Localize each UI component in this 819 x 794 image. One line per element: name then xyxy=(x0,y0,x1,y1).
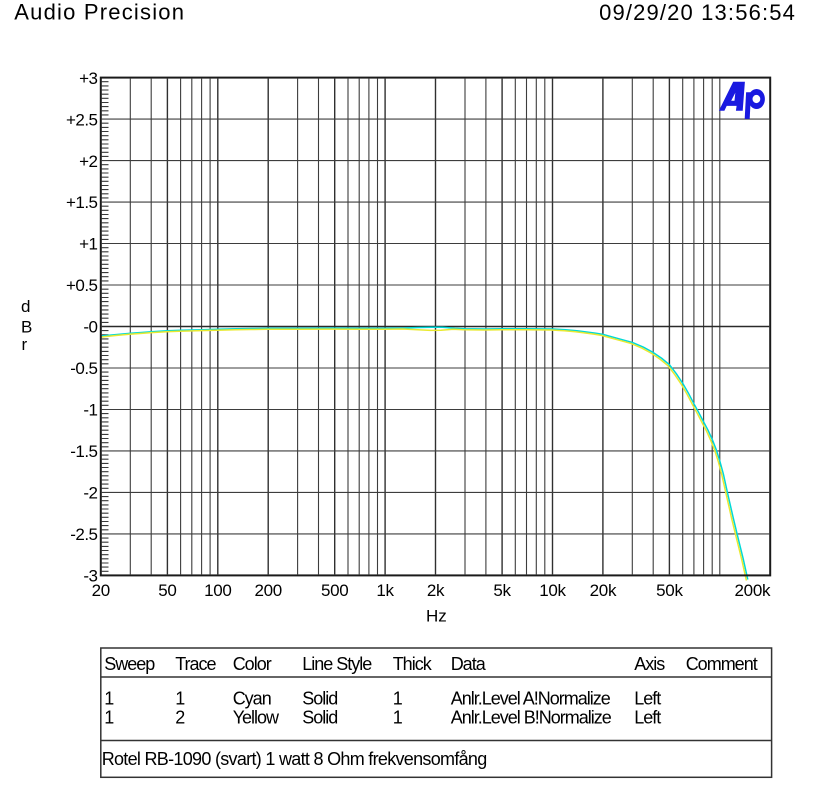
svg-text:Comment: Comment xyxy=(686,654,758,674)
svg-text:1k: 1k xyxy=(376,581,394,600)
svg-text:Solid: Solid xyxy=(302,708,337,728)
svg-text:2: 2 xyxy=(175,708,185,728)
svg-text:20: 20 xyxy=(92,581,110,600)
svg-text:09/29/20 13:56:54: 09/29/20 13:56:54 xyxy=(599,0,796,25)
svg-text:200k: 200k xyxy=(735,581,771,600)
svg-text:B: B xyxy=(21,318,32,337)
svg-text:Hz: Hz xyxy=(426,606,447,625)
svg-text:+1: +1 xyxy=(79,235,97,254)
svg-text:50: 50 xyxy=(158,581,176,600)
svg-text:Color: Color xyxy=(233,654,272,674)
svg-text:-1: -1 xyxy=(83,401,97,420)
svg-text:-2: -2 xyxy=(83,484,97,503)
svg-text:1: 1 xyxy=(104,689,114,709)
svg-text:Rotel RB-1090 (svart) 1 watt 8: Rotel RB-1090 (svart) 1 watt 8 Ohm frekv… xyxy=(102,749,487,769)
svg-text:1: 1 xyxy=(393,689,403,709)
svg-text:2k: 2k xyxy=(427,581,445,600)
svg-text:Left: Left xyxy=(634,689,661,709)
svg-text:1: 1 xyxy=(393,708,403,728)
svg-text:-0.5: -0.5 xyxy=(70,359,97,378)
svg-text:-2.5: -2.5 xyxy=(70,525,97,544)
svg-text:5k: 5k xyxy=(493,581,511,600)
svg-text:Audio Precision: Audio Precision xyxy=(14,0,185,24)
svg-text:Trace: Trace xyxy=(175,654,216,674)
svg-text:Cyan: Cyan xyxy=(233,689,271,709)
svg-text:Thick: Thick xyxy=(393,654,433,674)
svg-text:-0: -0 xyxy=(83,318,97,337)
svg-text:Anlr.Level B!Normalize: Anlr.Level B!Normalize xyxy=(451,708,612,728)
svg-text:+0.5: +0.5 xyxy=(66,276,98,295)
svg-text:+2: +2 xyxy=(79,152,97,171)
svg-text:Left: Left xyxy=(634,708,661,728)
svg-text:-1.5: -1.5 xyxy=(70,442,97,461)
svg-text:20k: 20k xyxy=(590,581,617,600)
svg-text:Yellow: Yellow xyxy=(233,708,280,728)
svg-text:Axis: Axis xyxy=(634,654,665,674)
svg-text:Solid: Solid xyxy=(302,689,337,709)
svg-text:1: 1 xyxy=(175,689,185,709)
svg-text:500: 500 xyxy=(321,581,348,600)
svg-text:200: 200 xyxy=(254,581,281,600)
svg-text:Sweep: Sweep xyxy=(104,654,155,674)
svg-text:Line Style: Line Style xyxy=(302,654,372,674)
svg-text:Anlr.Level A!Normalize: Anlr.Level A!Normalize xyxy=(451,689,611,709)
svg-text:50k: 50k xyxy=(656,581,683,600)
svg-text:+2.5: +2.5 xyxy=(66,110,98,129)
svg-text:+1.5: +1.5 xyxy=(66,193,98,212)
svg-text:Data: Data xyxy=(451,654,487,674)
svg-text:100: 100 xyxy=(204,581,231,600)
svg-text:1: 1 xyxy=(104,708,114,728)
svg-text:+3: +3 xyxy=(79,69,97,88)
svg-text:10k: 10k xyxy=(539,581,566,600)
svg-text:d: d xyxy=(21,297,30,316)
svg-text:-3: -3 xyxy=(83,567,97,586)
svg-text:r: r xyxy=(22,335,28,354)
